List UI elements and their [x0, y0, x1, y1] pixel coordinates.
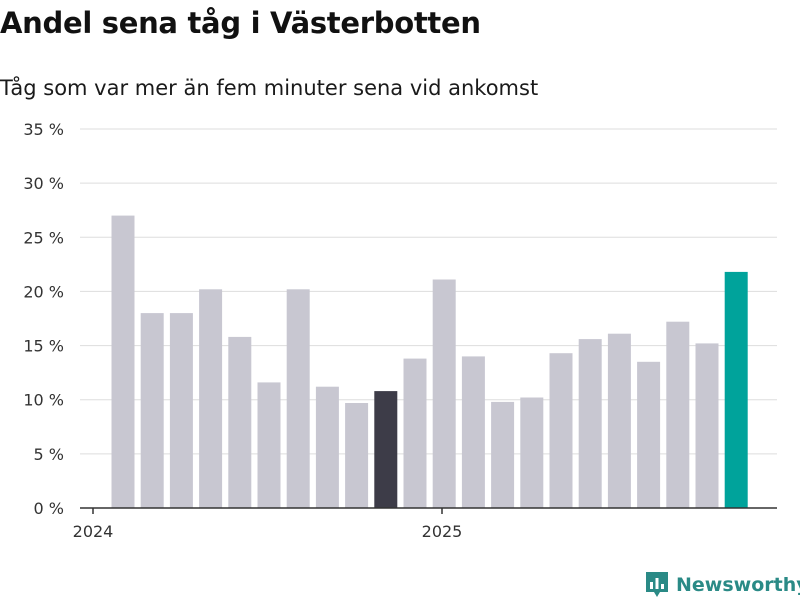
y-tick-label: 5 %: [34, 445, 64, 464]
bar-2024-12: [432, 279, 456, 508]
x-tick-label: 2025: [422, 522, 463, 541]
bar-2024-09: [345, 403, 369, 508]
bar-2024-03: [169, 313, 193, 508]
bar-2024-02: [140, 313, 164, 508]
y-tick-label: 30 %: [23, 174, 64, 193]
y-tick-label: 10 %: [23, 391, 64, 410]
bar-2025-06: [607, 333, 631, 508]
chart-title: Andel sena tåg i Västerbotten: [0, 6, 481, 40]
y-tick-label: 0 %: [34, 499, 64, 518]
newsworthy-logo: Newsworthy: [644, 570, 800, 600]
bar-2024-10: [374, 391, 398, 508]
bar-2025-05: [578, 339, 602, 508]
bar-2024-01: [111, 215, 135, 508]
bar-2025-04: [549, 353, 573, 508]
y-tick-label: 25 %: [23, 228, 64, 247]
newsworthy-logo-icon: [646, 572, 668, 597]
bar-2025-08: [666, 321, 690, 508]
y-tick-label: 35 %: [23, 120, 64, 139]
bar-2024-04: [199, 289, 223, 508]
bar-2025-03: [520, 397, 544, 508]
x-tick-label: 2024: [73, 522, 114, 541]
brand-name: Newsworthy: [676, 574, 800, 596]
chart-subtitle: Tåg som var mer än fem minuter sena vid …: [0, 76, 539, 100]
grid-lines: [80, 128, 777, 455]
bar-2025-09: [695, 343, 719, 508]
bar-2024-06: [257, 382, 281, 508]
bar-2025-01: [461, 356, 485, 508]
bars: [111, 215, 748, 508]
bar-2024-07: [286, 289, 310, 508]
bar-2024-08: [315, 386, 339, 508]
y-axis-labels: 0 % 5 % 10 % 15 % 20 % 25 % 30 % 35 %: [23, 120, 64, 518]
bar-2025-10: [724, 271, 748, 508]
bar-2025-02: [491, 401, 515, 508]
x-axis: 2024 2025: [73, 507, 777, 541]
bar-2024-11: [403, 358, 427, 508]
bar-2024-05: [228, 336, 252, 508]
y-tick-label: 20 %: [23, 282, 64, 301]
y-tick-label: 15 %: [23, 337, 64, 356]
bar-2025-07: [637, 361, 661, 508]
